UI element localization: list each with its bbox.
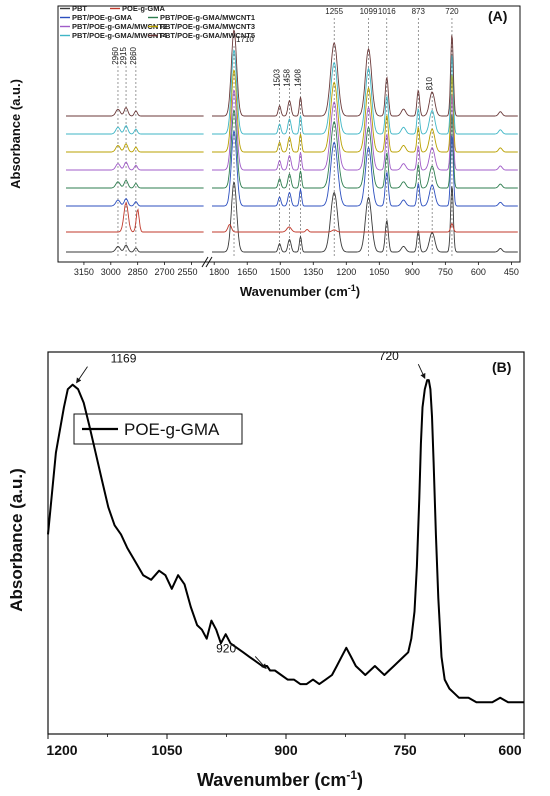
panel-a-x-tick-label: 1500 <box>270 267 290 277</box>
peak-marker-label: 1503 <box>273 68 282 86</box>
panel-a-x-tick-label: 1350 <box>303 267 323 277</box>
peak-marker-label: 873 <box>412 7 426 16</box>
annotation-arrow <box>254 656 267 670</box>
panel-a-x-axis-label: Wavenumber (cm-1) <box>240 283 360 299</box>
peak-marker-label: 1255 <box>325 7 343 16</box>
peak-marker-label: 1099 <box>360 7 378 16</box>
axis-break-icon <box>201 256 213 268</box>
panel-a-y-axis-label: Absorbance (a.u.) <box>8 79 23 189</box>
panel-a-x-tick-label: 1650 <box>237 267 257 277</box>
panel-b-x-axis-label: Wavenumber (cm-1) <box>197 768 363 790</box>
panel-b-x-tick-label: 900 <box>274 742 298 758</box>
panel-a-legend-entry: PBT/POE-g-GMA/MWCNT5 <box>160 31 255 40</box>
panel-a-x-tick-label: 1800 <box>209 267 229 277</box>
panel-b-legend: POE-g-GMA <box>73 413 243 445</box>
peak-marker-label: 1458 <box>282 68 291 86</box>
panel-b-x-tick-label: 1200 <box>46 742 77 758</box>
panel-a-x-tick-label: 2550 <box>177 267 197 277</box>
panel-a-legend-entry: POE-g-GMA <box>122 4 165 13</box>
panel-b-y-axis-label: Absorbance (a.u.) <box>7 468 26 612</box>
panel-a-x-tick-label: 2700 <box>155 267 175 277</box>
panel-a-series-line <box>66 181 518 253</box>
panel-a-legend-entry: PBT/POE-g-GMA/MWCNT2 <box>72 22 167 31</box>
panel-b-x-tick-label: 1050 <box>151 742 182 758</box>
panel-b-x-tick-label: 600 <box>498 742 522 758</box>
panel-a-series-line <box>66 89 518 171</box>
panel-a-x-tick-label: 2850 <box>128 267 148 277</box>
annotation-label: 1169 <box>111 352 137 366</box>
panel-a-legend-entry: PBT/POE-g-GMA <box>72 13 133 22</box>
panel-a-series-line <box>66 130 518 207</box>
panel-a-series-line <box>66 109 518 189</box>
annotation-arrow <box>417 363 426 379</box>
peak-marker-label: 1016 <box>378 7 396 16</box>
panel-a-x-tick-label: 450 <box>504 267 519 277</box>
panel-a-x-ticks: 3150 3000 2850 2700 2550 1800 1650 1500 1350 1200… <box>74 262 519 277</box>
panel-a-series-line <box>66 49 518 135</box>
panel-a-series <box>66 29 518 253</box>
peak-marker-label: 1710 <box>236 35 254 44</box>
panel-b-series <box>47 379 524 704</box>
panel-a-legend-entry: PBT/POE-g-GMA/MWCNT1 <box>160 13 255 22</box>
panel-b-legend-label: POE-g-GMA <box>124 420 220 439</box>
panel-a-x-tick-label: 900 <box>405 267 420 277</box>
panel-a-legend-entry: PBT/POE-g-GMA/MWCNT4 <box>72 31 168 40</box>
peak-marker-label: 2960 <box>111 46 120 64</box>
peak-marker-label: 2915 <box>119 46 128 64</box>
panel-a-series-line <box>66 201 518 233</box>
panel-b-x-ticks: 1200 1050 900 750 600 <box>46 734 525 758</box>
panel-b-frame <box>47 351 525 735</box>
annotation-label: 920 <box>216 641 236 655</box>
peak-marker-label: 720 <box>445 7 459 16</box>
panel-a-series-line <box>66 69 518 153</box>
panel-a-x-tick-label: 3000 <box>101 267 121 277</box>
peak-marker-label: 1408 <box>293 68 302 86</box>
panel-a-x-tick-label: 1200 <box>336 267 356 277</box>
peak-marker-label: 2860 <box>129 46 138 64</box>
panel-a-series-line <box>66 29 518 117</box>
panel-a-x-tick-label: 600 <box>471 267 486 277</box>
panel-b-series-line <box>47 379 524 704</box>
panel-b-annotations: 1169 720 920 <box>76 349 426 670</box>
panel-a-x-tick-label: 1050 <box>369 267 389 277</box>
annotation-label: 720 <box>379 349 399 363</box>
peak-marker-label: 810 <box>425 76 434 90</box>
panel-b-x-tick-label: 750 <box>393 742 417 758</box>
panel-b-label: (B) <box>492 359 511 375</box>
panel-a-x-tick-label: 3150 <box>74 267 94 277</box>
panel-a-legend-entry: PBT/POE-g-GMA/MWCNT3 <box>160 22 255 31</box>
panel-a-peak-markers: 2960 2915 2860 1710 1503 1458 1408 1255 1099 1016… <box>111 7 459 256</box>
panel-a-frame <box>57 5 521 263</box>
panel-a-label: (A) <box>488 8 507 24</box>
panel-a-legend-entry: PBT <box>72 4 87 13</box>
annotation-arrow <box>76 366 88 384</box>
panel-a-x-tick-label: 750 <box>438 267 453 277</box>
